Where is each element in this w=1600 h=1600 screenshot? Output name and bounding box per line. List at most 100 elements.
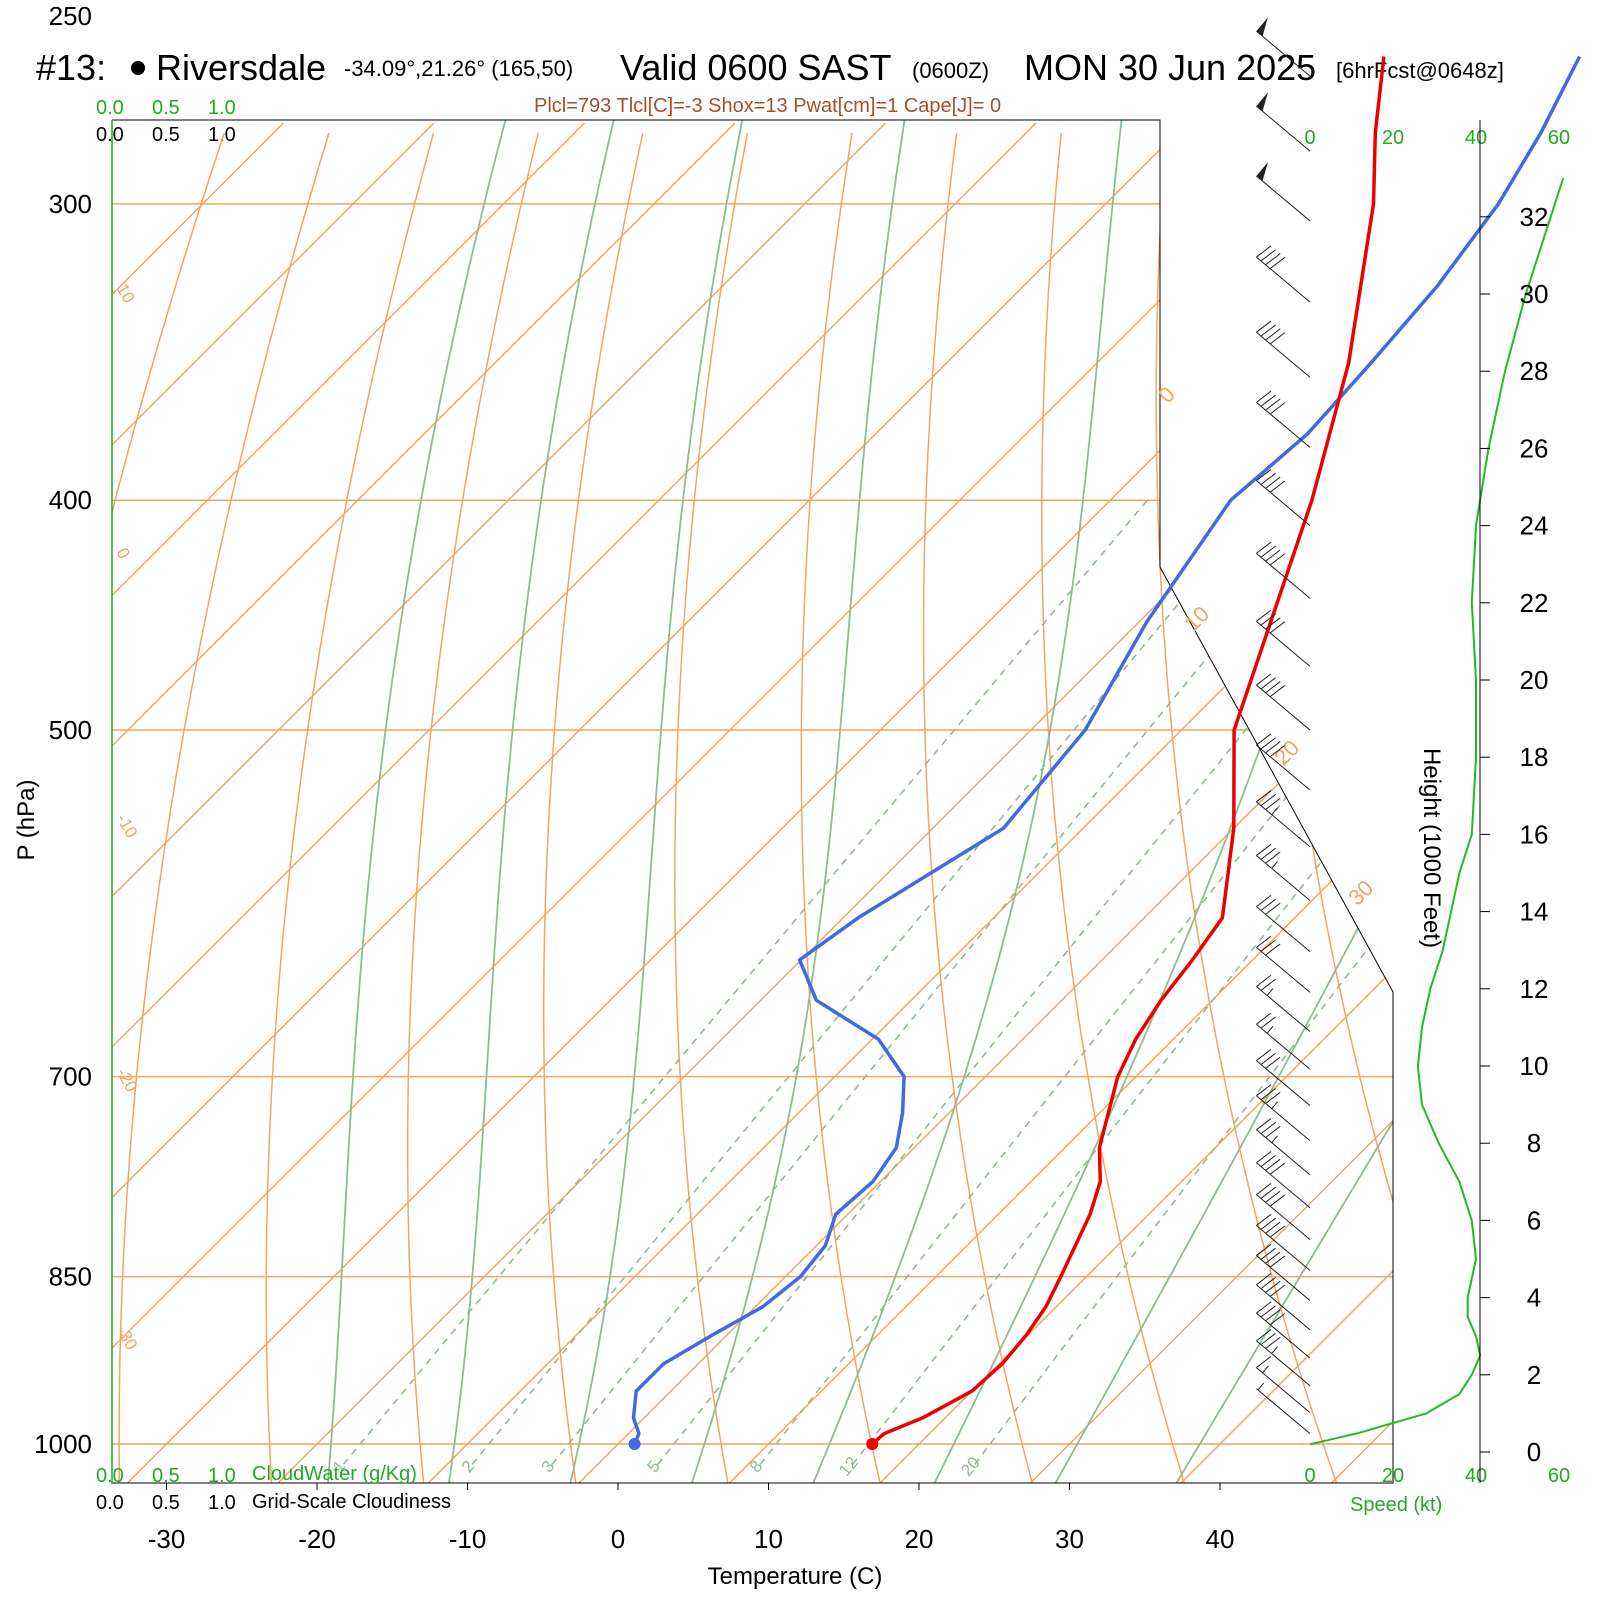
wind-barb (1256, 609, 1311, 667)
wind-barb-flag (1260, 677, 1276, 690)
background-lines (112, 120, 1600, 1483)
moist-adiabat-8 (687, 120, 923, 1483)
wind-barb-staff (1256, 402, 1311, 448)
height-tick-22: 22 (1520, 588, 1549, 618)
height-tick-32: 32 (1520, 202, 1549, 232)
wind-barb-staff (1256, 553, 1311, 599)
dry-adiabat-240 (118, 132, 330, 1483)
wind-barb-flag (1265, 617, 1281, 630)
bottom-cloudwater-tick-0: 0.0 (96, 1465, 124, 1487)
station-coords: -34.09°,21.26° (165,50) (344, 56, 573, 81)
height-tick-26: 26 (1520, 433, 1549, 463)
height-axis-title: Height (1000 Feet) (1418, 748, 1445, 948)
wind-barb-flag (1265, 851, 1281, 864)
wind-barb-flag (1269, 1313, 1286, 1326)
mixing-ratio-line-8 (759, 499, 1393, 1465)
wind-barb-flag (1269, 1255, 1286, 1268)
speed-top-tick-40: 40 (1465, 127, 1487, 149)
title: #13: Riversdale -34.09°,21.26° (165,50) … (36, 47, 1504, 117)
wind-barb-flag (1256, 245, 1272, 258)
dry-adiabat-230 (112, 132, 226, 1483)
wind-barb-flag (1265, 1309, 1281, 1322)
dry-adiabat-310 (1041, 132, 1186, 1483)
top-cloudwater-tick-2: 1.0 (208, 97, 236, 119)
speed-top-tick-0: 0 (1304, 127, 1315, 149)
pressure-tick-850: 850 (49, 1262, 92, 1292)
wind-speed-line (1309, 177, 1565, 1446)
bottom-cloud-scale: 0.0 0.5 1.0 CloudWater (g/Kg) 0.0 0.5 1.… (96, 1463, 451, 1514)
wind-barb (1256, 1243, 1311, 1301)
top-cloudiness-tick-0: 0.0 (96, 124, 124, 146)
mixing-ratio-line-1 (342, 499, 1148, 1465)
wind-barb-flag (1256, 895, 1272, 908)
moist-adiabat-16 (807, 120, 1135, 1483)
isotherm-50 (1330, 122, 1393, 1483)
wind-barb-staff (1256, 986, 1311, 1032)
cloudwater-label: CloudWater (g/Kg) (252, 1463, 417, 1485)
dry-adiabat-350 (1480, 133, 1600, 1483)
pressure-tick-700: 700 (49, 1062, 92, 1092)
wind-barb-flag (1265, 476, 1281, 489)
wind-barb (1256, 17, 1311, 77)
wind-barb-pennant (1256, 162, 1268, 182)
wind-barb-flag (1256, 733, 1272, 746)
wind-barb (1256, 92, 1311, 152)
wind-barb (1256, 1012, 1311, 1070)
temperature-tick-20: 20 (905, 1524, 934, 1554)
wind-barb-flag (1260, 1247, 1276, 1260)
wind-barb-staff (1256, 480, 1311, 527)
wind-barb-half-flag (1266, 988, 1274, 996)
forecast-info: [6hrFcst@0648z] (1336, 58, 1504, 83)
isotherm-right-label-0: 0 (1154, 382, 1180, 408)
wind-barb-pennant (1256, 92, 1268, 112)
height-tick-14: 14 (1520, 897, 1549, 927)
wind-barb-half-flag (1271, 1346, 1278, 1354)
wind-barb (1256, 1084, 1311, 1142)
dry-adiabat-290 (800, 132, 881, 1483)
isotherm-left-label--30: -30 (113, 1323, 142, 1354)
wind-barb-flag (1265, 1221, 1281, 1234)
wind-barb-flag (1256, 1182, 1272, 1195)
pressure-axis: 1000 850 700 500 400 300 250 (34, 1, 92, 1459)
top-cloudiness-tick-1: 0.5 (152, 124, 180, 146)
speed-top-tick-20: 20 (1382, 127, 1404, 149)
dry-adiabat-340 (1374, 132, 1393, 1483)
wind-barb (1256, 1329, 1311, 1387)
height-tick-10: 10 (1520, 1051, 1549, 1081)
dry-adiabat-280 (674, 132, 749, 1483)
speed-bottom-tick-40: 40 (1465, 1465, 1487, 1487)
height-tick-30: 30 (1520, 279, 1549, 309)
mixing-ratio-label-12: 12 (835, 1453, 862, 1480)
mixing-ratio-line-12 (852, 499, 1393, 1465)
wind-barb-half-flag (1271, 1135, 1278, 1143)
wind-barb-half-flag (1271, 807, 1278, 815)
temperature-tick--20: -20 (298, 1524, 336, 1554)
temperature-tick-40: 40 (1206, 1524, 1235, 1554)
wind-barb (1256, 1151, 1311, 1209)
wind-barb-flag (1256, 1151, 1272, 1164)
wind-barb (1256, 469, 1311, 527)
wind-barb-flag (1260, 847, 1276, 860)
bottom-cloudiness-tick-0: 0.0 (96, 1492, 124, 1514)
moist-adiabat-40 (1168, 120, 1393, 1483)
wind-barb-flag (1256, 1049, 1272, 1062)
wind-barb-staff (1256, 684, 1311, 731)
wind-barb-half-flag (1266, 1026, 1274, 1034)
isotherm-left-label-0: 0 (113, 545, 134, 563)
wind-barb-half-flag (1257, 1382, 1265, 1391)
isotherm-right-label-10: 10 (1179, 601, 1214, 636)
wind-barb-staff (1256, 946, 1311, 993)
isotherm--80 (112, 122, 736, 1483)
wind-barb-flag (1256, 1084, 1272, 1097)
wind-barb-flag (1256, 1301, 1272, 1314)
isotherm--110 (112, 122, 285, 1483)
wind-barbs (1256, 17, 1311, 1435)
isotherm--10 (427, 122, 1393, 1483)
isotherm--70 (112, 122, 887, 1483)
wind-barb-flag (1265, 398, 1281, 411)
wind-barb-flag (1256, 1213, 1272, 1226)
station-dot-icon (131, 61, 145, 75)
wind-barb-flag (1260, 1088, 1276, 1101)
mixing-ratio-line-20 (974, 499, 1393, 1465)
